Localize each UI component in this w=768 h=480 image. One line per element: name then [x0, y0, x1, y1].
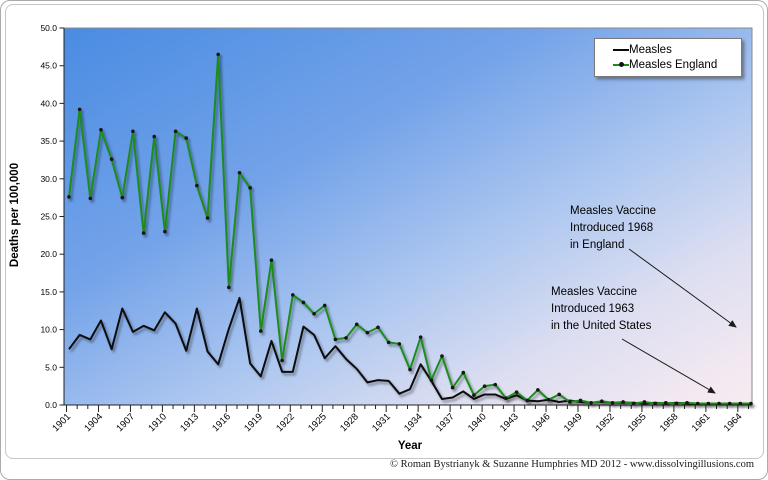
legend-label: Measles England [629, 58, 718, 71]
y-tick-labels: 0.0 5.0 10.0 15.0 20.0 25.0 30.0 35.0 40.0 45.0 50… [40, 23, 57, 410]
chart-frame [5, 4, 764, 459]
series-measles-england [67, 52, 753, 406]
svg-text:1910: 1910 [146, 411, 169, 434]
svg-text:0.0: 0.0 [45, 400, 57, 410]
annotation-us-1963: Measles Vaccine Introduced 1963 in the U… [551, 286, 652, 332]
copyright-text: © Roman Bystrianyk & Suzanne Humphries M… [390, 459, 754, 470]
svg-text:1904: 1904 [82, 411, 105, 434]
annotation-england-1968: Measles Vaccine Introduced 1968 in Engla… [570, 205, 657, 251]
svg-text:1901: 1901 [50, 411, 73, 434]
svg-text:1934: 1934 [402, 411, 425, 434]
svg-text:1949: 1949 [562, 411, 585, 434]
svg-text:40.0: 40.0 [40, 98, 57, 108]
svg-text:25.0: 25.0 [40, 212, 57, 222]
legend-item-measles-england: Measles England [613, 57, 737, 72]
annotation-arrow [628, 248, 737, 328]
svg-text:15.0: 15.0 [40, 287, 57, 297]
svg-text:1940: 1940 [466, 411, 489, 434]
measles-line-swatch [613, 45, 629, 55]
y-axis [59, 27, 65, 406]
svg-text:1931: 1931 [370, 411, 393, 434]
svg-text:1946: 1946 [530, 411, 553, 434]
plot-area [63, 27, 753, 406]
legend: Measles Measles England [594, 38, 742, 77]
legend-item-measles: Measles [613, 42, 737, 57]
svg-text:20.0: 20.0 [40, 249, 57, 259]
svg-text:1964: 1964 [722, 411, 745, 434]
annotation-arrow [621, 338, 716, 394]
x-tick-labels: 1901 1904 1907 1910 1913 1916 1919 1922 1925 1928… [50, 411, 744, 434]
legend-label: Measles [629, 43, 672, 56]
svg-text:1919: 1919 [242, 411, 265, 434]
svg-text:30.0: 30.0 [40, 174, 57, 184]
marker-dot-icon [618, 62, 624, 67]
measles-england-line-swatch [613, 60, 629, 70]
svg-text:1916: 1916 [210, 411, 233, 434]
svg-text:1952: 1952 [594, 411, 617, 434]
y-axis-title: Deaths per 100,000 [9, 162, 21, 268]
svg-text:1958: 1958 [658, 411, 681, 434]
svg-text:1961: 1961 [690, 411, 713, 434]
svg-text:1925: 1925 [306, 411, 329, 434]
svg-text:50.0: 50.0 [40, 23, 57, 33]
svg-text:10.0: 10.0 [40, 325, 57, 335]
svg-text:1907: 1907 [114, 411, 137, 434]
svg-text:1955: 1955 [626, 411, 649, 434]
svg-text:1937: 1937 [434, 411, 457, 434]
svg-text:1913: 1913 [178, 411, 201, 434]
svg-text:45.0: 45.0 [40, 61, 57, 71]
svg-text:1922: 1922 [274, 411, 297, 434]
svg-text:5.0: 5.0 [45, 362, 57, 372]
x-axis-title: Year [397, 440, 423, 452]
svg-text:35.0: 35.0 [40, 136, 57, 146]
svg-text:1928: 1928 [338, 411, 361, 434]
svg-text:1943: 1943 [498, 411, 521, 434]
x-axis [64, 404, 752, 412]
